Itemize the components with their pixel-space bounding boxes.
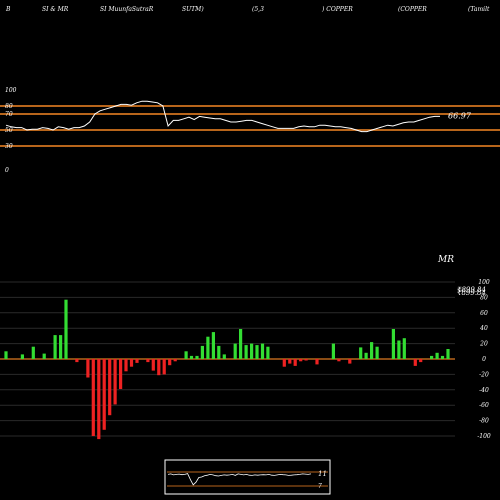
mr-value-label: ₹899.84 [457, 286, 486, 294]
mr-bar [135, 359, 139, 363]
mr-bar [184, 351, 188, 359]
mr-bar [108, 359, 112, 416]
header-item: (COPPER [398, 6, 427, 13]
rsi-last-value-label: 66.97 [448, 111, 472, 120]
mr-title: MR [437, 255, 454, 265]
mr-bar [4, 351, 8, 359]
header-item: (Tamilt [468, 6, 490, 13]
header-item: SI MuunfaSutraR [100, 6, 154, 13]
mr-y-tick-label: -20 [479, 371, 489, 378]
mr-y-tick-label: -100 [477, 433, 491, 440]
mr-bar [102, 359, 106, 430]
mr-bar [233, 343, 237, 359]
mr-bar [206, 336, 210, 359]
mr-bar [119, 359, 123, 389]
mr-bar [129, 359, 134, 367]
rsi-y-tick-label: 30 [5, 143, 13, 150]
header-item: SUTM) [182, 6, 204, 13]
mr-bar [419, 359, 423, 363]
mr-bar [348, 359, 352, 364]
mr-bar [113, 359, 117, 405]
mr-bar [282, 359, 286, 367]
mr-bar [266, 346, 270, 359]
mr-y-tick-label: 20 [479, 341, 488, 348]
rsi-y-tick-label: 100 [5, 87, 17, 94]
mr-y-tick-label: 100 [478, 279, 490, 286]
mr-bar [435, 352, 439, 359]
rsi-y-tick-label: 70 [5, 111, 13, 118]
mr-bar [402, 338, 406, 359]
mr-bar [42, 353, 46, 359]
rsi-y-tick-label: 0 [5, 167, 9, 174]
mr-bar [53, 335, 57, 359]
mr-bar [239, 329, 243, 359]
rsi-y-tick-label: 80 [5, 103, 13, 110]
mr-bar [97, 359, 101, 440]
mr-bar [64, 299, 68, 359]
mr-bar [413, 359, 417, 366]
mr-y-tick-label: -40 [479, 387, 489, 394]
mr-bar [255, 345, 259, 359]
rsi-series-line [5, 100, 440, 133]
mr-bar [162, 359, 166, 375]
mr-bar [446, 349, 450, 359]
header-item: SI & MR [42, 6, 69, 13]
mr-bar [304, 359, 308, 361]
mini-value-label: 11 [318, 470, 327, 478]
mini-value-label: 7 [318, 483, 322, 490]
mr-bar [91, 359, 95, 436]
mr-bar [173, 359, 177, 362]
mr-bar [315, 359, 319, 365]
mr-y-tick-label: 40 [479, 325, 488, 332]
mr-y-tick-label: 0 [482, 356, 486, 363]
mr-bar [244, 345, 248, 359]
mr-bar [331, 343, 335, 359]
mini-panel-frame [164, 459, 331, 495]
mr-bar [440, 355, 445, 359]
mr-bar [370, 342, 374, 359]
mr-bar [75, 359, 79, 363]
mr-bar [293, 359, 297, 366]
mr-bar [337, 359, 341, 362]
mr-bar [359, 347, 363, 359]
mr-bar [391, 329, 395, 359]
mr-bar [86, 359, 90, 378]
mr-bar [375, 346, 379, 359]
mr-y-tick-label: 80 [480, 294, 488, 301]
mr-y-tick-label: -80 [479, 418, 489, 425]
mr-bar [200, 345, 204, 359]
mr-bar [31, 346, 35, 359]
mr-bar [430, 355, 434, 359]
header-item: ) COPPER [322, 6, 353, 13]
mr-bar [189, 355, 194, 359]
mr-bar [217, 345, 221, 359]
mr-bar [222, 354, 226, 359]
mr-bar [195, 355, 199, 359]
mr-y-tick-label: 60 [480, 310, 488, 317]
mr-bar [20, 354, 24, 359]
mr-y-tick-label: -60 [479, 402, 489, 409]
mr-bar [59, 335, 63, 359]
header-item: (5,3 [252, 6, 264, 13]
mr-bar [364, 352, 368, 359]
mr-bar [397, 340, 401, 359]
mr-value-label: ₹899.84 [457, 289, 486, 297]
mr-bar [211, 332, 215, 359]
header-item: B [6, 6, 11, 13]
mini-series-line [167, 473, 312, 486]
rsi-y-tick-label: 50 [5, 127, 13, 134]
mr-bar [299, 359, 303, 362]
mr-bar [260, 343, 265, 359]
mr-bar [124, 359, 128, 372]
mr-bar [288, 359, 292, 364]
mr-bar [168, 359, 172, 366]
mr-bar [157, 359, 161, 376]
mr-bar [146, 359, 150, 363]
mr-bar [250, 343, 254, 359]
mr-bar [151, 359, 155, 371]
